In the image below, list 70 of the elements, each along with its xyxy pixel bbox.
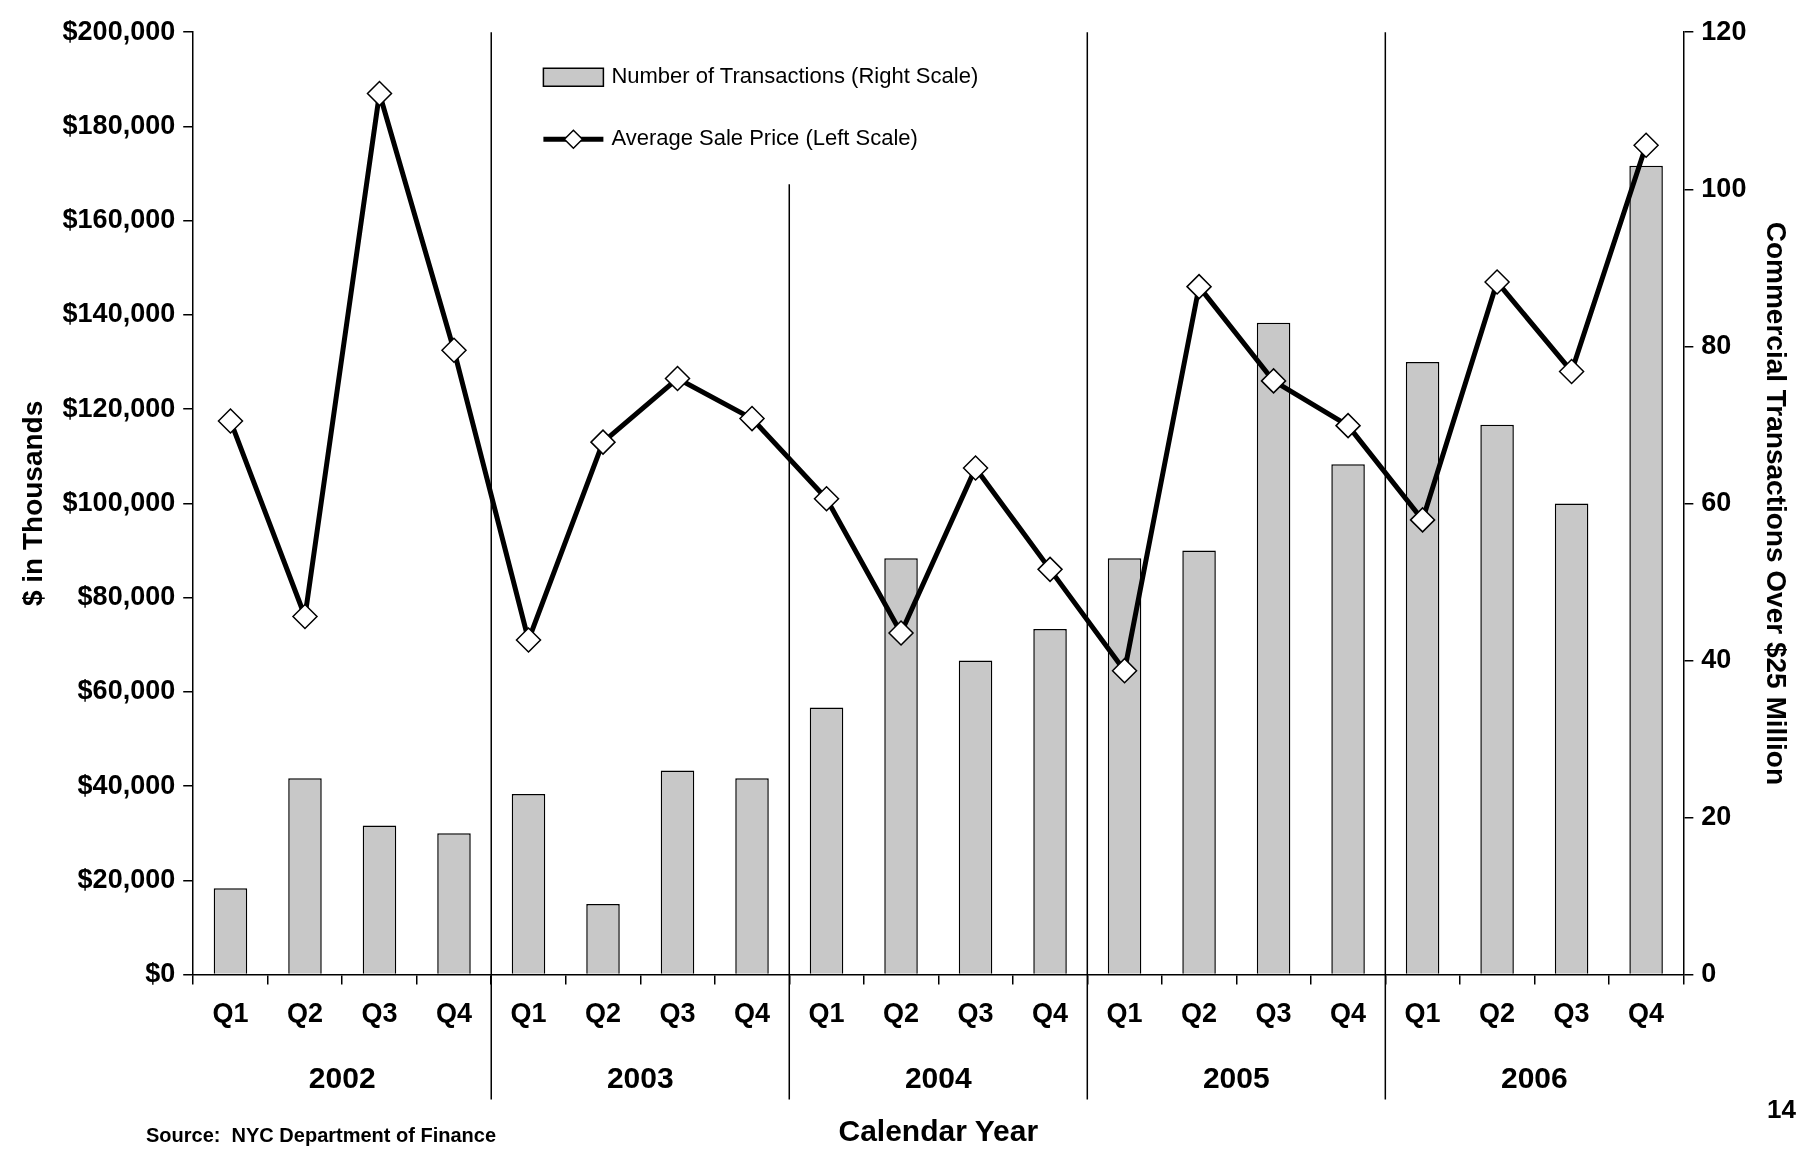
y-tick-label: $160,000 [62,204,176,235]
x-tick-label: Q4 [435,998,472,1029]
text: 14 [1767,1094,1797,1125]
point [888,620,914,646]
x-tick-label: Q1 [808,998,845,1029]
source-note: Source: NYC Department of Finance [146,1123,497,1146]
y2-tick-label: 100 [1701,172,1747,203]
point [1335,412,1361,439]
y-tick-label: $120,000 [62,392,176,423]
y2-tick-label: 20 [1701,800,1732,831]
y2-tick-label: 0 [1701,958,1717,989]
x-tick-label: Q3 [1255,998,1292,1029]
text: 2004 [904,1060,972,1094]
x-tick-label: Q3 [361,998,398,1029]
point [1186,273,1212,300]
point [1409,507,1436,533]
point [441,337,467,364]
x-tick-label: Q2 [584,998,622,1029]
y2-tick-label: 120 [1701,15,1747,46]
x-tick-label: Q1 [1106,998,1143,1029]
point [590,429,616,455]
y-tick-label: $60,000 [77,675,176,706]
point [1633,132,1659,159]
y-tick-label: $100,000 [62,486,176,517]
x-tick-label: Q1 [510,998,547,1029]
point [366,80,393,107]
point [739,405,765,432]
y-tick-label: $0 [145,958,176,989]
x-tick-label: Q2 [883,998,920,1029]
legend-label: Average Sale Price (Left Scale) [611,125,918,151]
point [664,365,691,392]
y2-tick-label: 80 [1701,329,1732,360]
x-tick-label: Q1 [212,998,249,1029]
text: 2005 [1202,1060,1270,1094]
point [962,455,989,481]
x-tick-label: Q4 [1628,998,1665,1029]
point [1558,358,1585,385]
legend-label: Number of Transactions (Right Scale) [611,63,979,89]
y2-tick-label: 60 [1701,486,1732,517]
y-axis-title: $ in Thousands [16,400,48,607]
x-tick-label: Q4 [1032,998,1069,1029]
y-tick-label: $140,000 [62,298,176,329]
point [813,485,840,512]
x-tick-label: Q4 [734,998,771,1029]
y-tick-label: $180,000 [62,109,176,140]
x-tick-label: Q3 [659,998,696,1029]
point [1111,657,1138,684]
point [292,603,318,630]
text: 2003 [606,1060,674,1094]
y-tick-label: $20,000 [77,863,176,894]
text: 2006 [1500,1060,1568,1094]
y-tick-label: $80,000 [77,581,176,612]
x-tick-label: Q2 [1479,998,1516,1029]
point [1037,556,1063,583]
x-tick-label: Q4 [1330,998,1367,1029]
point [217,408,244,434]
point [1260,368,1287,394]
y2-axis-title: Commercial Transactions Over $25 Million [1761,221,1793,786]
point [1484,269,1510,295]
x-tick-label: Q3 [957,998,994,1029]
y2-tick-label: 40 [1701,643,1732,674]
x-tick-label: Q1 [1404,998,1441,1029]
y-tick-label: $40,000 [77,769,176,800]
x-tick-label: Q2 [1181,998,1218,1029]
x-axis-title: Calendar Year [838,1114,1039,1148]
point [515,627,542,653]
text: 2002 [308,1060,376,1094]
x-tick-label: Q2 [286,998,323,1029]
y-tick-label: $200,000 [62,15,176,46]
x-tick-label: Q3 [1553,998,1590,1029]
